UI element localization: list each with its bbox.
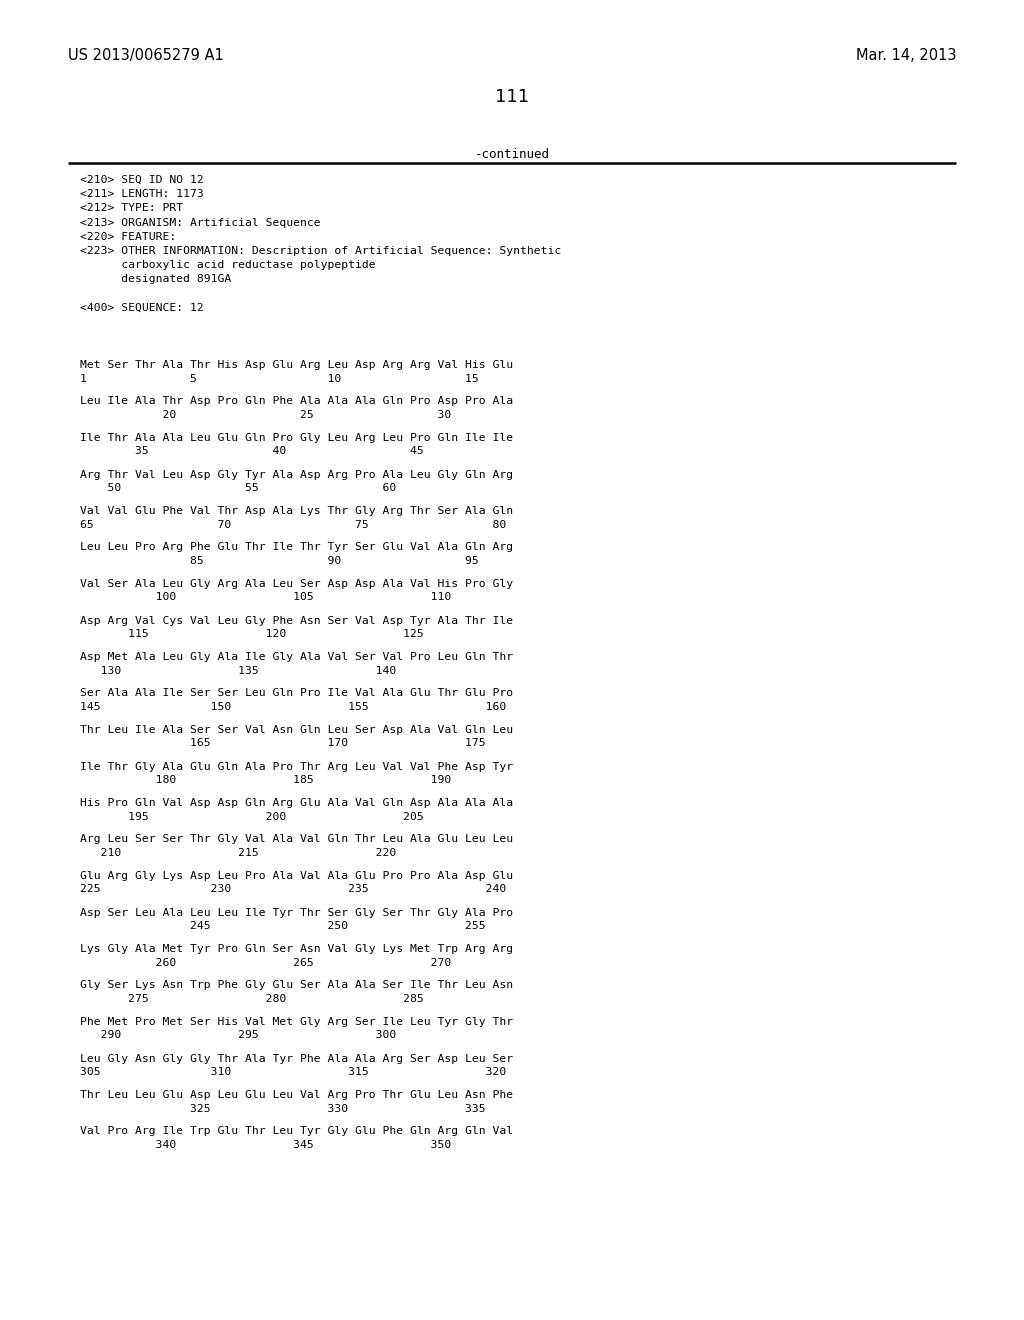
Text: Asp Met Ala Leu Gly Ala Ile Gly Ala Val Ser Val Pro Leu Gln Thr: Asp Met Ala Leu Gly Ala Ile Gly Ala Val … [80, 652, 513, 663]
Text: 35                  40                  45: 35 40 45 [80, 446, 424, 457]
Text: Phe Met Pro Met Ser His Val Met Gly Arg Ser Ile Leu Tyr Gly Thr: Phe Met Pro Met Ser His Val Met Gly Arg … [80, 1016, 513, 1027]
Text: 65                  70                  75                  80: 65 70 75 80 [80, 520, 506, 529]
Text: 20                  25                  30: 20 25 30 [80, 411, 452, 420]
Text: 115                 120                 125: 115 120 125 [80, 630, 424, 639]
Text: <223> OTHER INFORMATION: Description of Artificial Sequence: Synthetic: <223> OTHER INFORMATION: Description of … [80, 246, 561, 256]
Text: 145                150                 155                 160: 145 150 155 160 [80, 702, 506, 711]
Text: 50                  55                  60: 50 55 60 [80, 483, 396, 492]
Text: Mar. 14, 2013: Mar. 14, 2013 [855, 48, 956, 63]
Text: <400> SEQUENCE: 12: <400> SEQUENCE: 12 [80, 302, 204, 313]
Text: Ile Thr Ala Ala Leu Glu Gln Pro Gly Leu Arg Leu Pro Gln Ile Ile: Ile Thr Ala Ala Leu Glu Gln Pro Gly Leu … [80, 433, 513, 444]
Text: Glu Arg Gly Lys Asp Leu Pro Ala Val Ala Glu Pro Pro Ala Asp Glu: Glu Arg Gly Lys Asp Leu Pro Ala Val Ala … [80, 871, 513, 880]
Text: 210                 215                 220: 210 215 220 [80, 847, 396, 858]
Text: Gly Ser Lys Asn Trp Phe Gly Glu Ser Ala Ala Ser Ile Thr Leu Asn: Gly Ser Lys Asn Trp Phe Gly Glu Ser Ala … [80, 981, 513, 990]
Text: 1               5                   10                  15: 1 5 10 15 [80, 374, 479, 384]
Text: 340                 345                 350: 340 345 350 [80, 1140, 452, 1150]
Text: Val Pro Arg Ile Trp Glu Thr Leu Tyr Gly Glu Phe Gln Arg Gln Val: Val Pro Arg Ile Trp Glu Thr Leu Tyr Gly … [80, 1126, 513, 1137]
Text: <210> SEQ ID NO 12: <210> SEQ ID NO 12 [80, 176, 204, 185]
Text: 245                 250                 255: 245 250 255 [80, 921, 485, 931]
Text: Ser Ala Ala Ile Ser Ser Leu Gln Pro Ile Val Ala Glu Thr Glu Pro: Ser Ala Ala Ile Ser Ser Leu Gln Pro Ile … [80, 689, 513, 698]
Text: 195                 200                 205: 195 200 205 [80, 812, 424, 821]
Text: Thr Leu Ile Ala Ser Ser Val Asn Gln Leu Ser Asp Ala Val Gln Leu: Thr Leu Ile Ala Ser Ser Val Asn Gln Leu … [80, 725, 513, 735]
Text: 325                 330                 335: 325 330 335 [80, 1104, 485, 1114]
Text: Asp Ser Leu Ala Leu Leu Ile Tyr Thr Ser Gly Ser Thr Gly Ala Pro: Asp Ser Leu Ala Leu Leu Ile Tyr Thr Ser … [80, 908, 513, 917]
Text: Val Val Glu Phe Val Thr Asp Ala Lys Thr Gly Arg Thr Ser Ala Gln: Val Val Glu Phe Val Thr Asp Ala Lys Thr … [80, 506, 513, 516]
Text: Leu Ile Ala Thr Asp Pro Gln Phe Ala Ala Ala Gln Pro Asp Pro Ala: Leu Ile Ala Thr Asp Pro Gln Phe Ala Ala … [80, 396, 513, 407]
Text: Leu Gly Asn Gly Gly Thr Ala Tyr Phe Ala Ala Arg Ser Asp Leu Ser: Leu Gly Asn Gly Gly Thr Ala Tyr Phe Ala … [80, 1053, 513, 1064]
Text: <213> ORGANISM: Artificial Sequence: <213> ORGANISM: Artificial Sequence [80, 218, 321, 227]
Text: 275                 280                 285: 275 280 285 [80, 994, 424, 1005]
Text: 165                 170                 175: 165 170 175 [80, 738, 485, 748]
Text: Met Ser Thr Ala Thr His Asp Glu Arg Leu Asp Arg Arg Val His Glu: Met Ser Thr Ala Thr His Asp Glu Arg Leu … [80, 360, 513, 370]
Text: His Pro Gln Val Asp Asp Gln Arg Glu Ala Val Gln Asp Ala Ala Ala: His Pro Gln Val Asp Asp Gln Arg Glu Ala … [80, 799, 513, 808]
Text: Leu Leu Pro Arg Phe Glu Thr Ile Thr Tyr Ser Glu Val Ala Gln Arg: Leu Leu Pro Arg Phe Glu Thr Ile Thr Tyr … [80, 543, 513, 553]
Text: 85                  90                  95: 85 90 95 [80, 556, 479, 566]
Text: 225                230                 235                 240: 225 230 235 240 [80, 884, 506, 895]
Text: 111: 111 [495, 88, 529, 106]
Text: 305                310                 315                 320: 305 310 315 320 [80, 1067, 506, 1077]
Text: Lys Gly Ala Met Tyr Pro Gln Ser Asn Val Gly Lys Met Trp Arg Arg: Lys Gly Ala Met Tyr Pro Gln Ser Asn Val … [80, 944, 513, 954]
Text: Val Ser Ala Leu Gly Arg Ala Leu Ser Asp Asp Ala Val His Pro Gly: Val Ser Ala Leu Gly Arg Ala Leu Ser Asp … [80, 579, 513, 589]
Text: Ile Thr Gly Ala Glu Gln Ala Pro Thr Arg Leu Val Val Phe Asp Tyr: Ile Thr Gly Ala Glu Gln Ala Pro Thr Arg … [80, 762, 513, 771]
Text: carboxylic acid reductase polypeptide: carboxylic acid reductase polypeptide [80, 260, 376, 271]
Text: 260                 265                 270: 260 265 270 [80, 957, 452, 968]
Text: Arg Thr Val Leu Asp Gly Tyr Ala Asp Arg Pro Ala Leu Gly Gln Arg: Arg Thr Val Leu Asp Gly Tyr Ala Asp Arg … [80, 470, 513, 479]
Text: <212> TYPE: PRT: <212> TYPE: PRT [80, 203, 183, 214]
Text: Arg Leu Ser Ser Thr Gly Val Ala Val Gln Thr Leu Ala Glu Leu Leu: Arg Leu Ser Ser Thr Gly Val Ala Val Gln … [80, 834, 513, 845]
Text: US 2013/0065279 A1: US 2013/0065279 A1 [68, 48, 224, 63]
Text: <211> LENGTH: 1173: <211> LENGTH: 1173 [80, 189, 204, 199]
Text: 290                 295                 300: 290 295 300 [80, 1031, 396, 1040]
Text: designated 891GA: designated 891GA [80, 275, 231, 284]
Text: 100                 105                 110: 100 105 110 [80, 593, 452, 602]
Text: Asp Arg Val Cys Val Leu Gly Phe Asn Ser Val Asp Tyr Ala Thr Ile: Asp Arg Val Cys Val Leu Gly Phe Asn Ser … [80, 615, 513, 626]
Text: 130                 135                 140: 130 135 140 [80, 665, 396, 676]
Text: 180                 185                 190: 180 185 190 [80, 775, 452, 785]
Text: <220> FEATURE:: <220> FEATURE: [80, 232, 176, 242]
Text: Thr Leu Leu Glu Asp Leu Glu Leu Val Arg Pro Thr Glu Leu Asn Phe: Thr Leu Leu Glu Asp Leu Glu Leu Val Arg … [80, 1090, 513, 1100]
Text: -continued: -continued [474, 148, 550, 161]
